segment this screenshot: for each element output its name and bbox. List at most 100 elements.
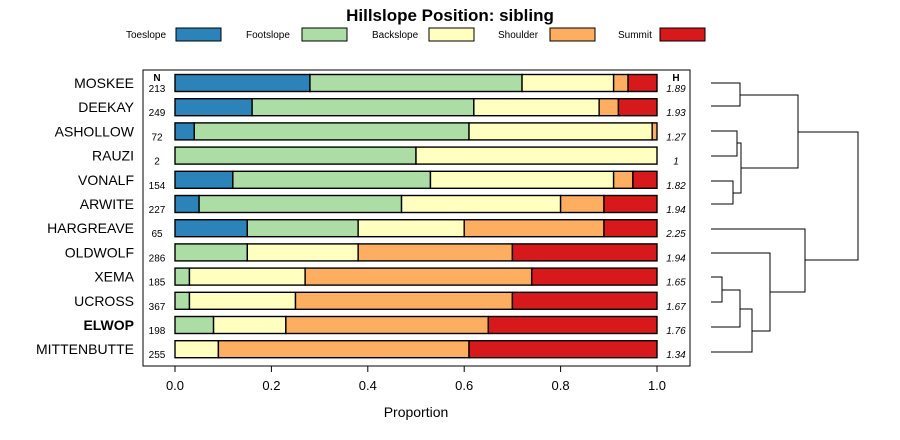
bar-segment: [429, 170, 615, 190]
bar-segment: [285, 315, 489, 335]
bar-segment: [627, 73, 658, 93]
bar-segment: [251, 97, 475, 117]
h-value: 1.82: [666, 181, 686, 192]
category-label: MOSKEE: [74, 75, 134, 91]
category-label: XEMA: [94, 269, 134, 285]
bar-segment: [174, 218, 249, 238]
bar-segment: [174, 194, 200, 214]
h-header: H: [672, 73, 679, 84]
n-header: N: [153, 73, 160, 84]
category-label: ELWOP: [83, 317, 134, 333]
bar-segment: [632, 170, 658, 190]
n-value: 198: [149, 326, 166, 337]
bar-segment: [246, 243, 359, 262]
n-value: 227: [149, 205, 166, 216]
x-axis-title: Proportion: [384, 404, 449, 420]
bar-segment: [174, 122, 195, 141]
bar-segment: [188, 291, 297, 310]
legend-label: Backslope: [372, 30, 419, 41]
category-label: MITTENBUTTE: [36, 341, 134, 357]
x-tick-label: 0.2: [262, 378, 280, 393]
bar-segment: [188, 267, 306, 286]
n-value: 367: [149, 302, 166, 313]
bar-segment: [217, 340, 470, 359]
bar-segment: [530, 267, 658, 286]
legend-label: Toeslope: [126, 30, 166, 41]
x-axis: 0.0 0.2 0.4 0.6 0.8 1.0: [166, 366, 666, 393]
n-value: 255: [149, 350, 166, 361]
x-tick-label: 0.6: [455, 378, 473, 393]
category-label: DEEKAY: [78, 99, 134, 115]
n-value: 65: [151, 229, 163, 240]
h-value: 1.27: [666, 132, 686, 143]
bar-segment: [232, 170, 432, 190]
bar-segment: [468, 340, 658, 359]
bar-segment: [511, 291, 658, 310]
bar-segment: [487, 315, 658, 335]
h-value: 1.93: [666, 108, 686, 119]
dendrogram-branch: [798, 131, 859, 261]
dendrogram-branch: [740, 94, 799, 169]
h-value: 1: [673, 157, 679, 168]
category-label: HARGREAVE: [47, 220, 134, 236]
bar-segment: [468, 122, 653, 141]
legend-swatch: [549, 27, 596, 42]
x-tick-label: 1.0: [648, 378, 666, 393]
dendrogram-branch: [711, 82, 741, 107]
n-value: 249: [149, 108, 166, 119]
legend-label: Summit: [618, 30, 652, 41]
bar-segment: [511, 243, 658, 262]
bar-segment: [559, 194, 605, 214]
category-label: ASHOLLOW: [55, 123, 135, 139]
x-tick-label: 0.0: [166, 378, 184, 393]
n-value: 2: [154, 157, 160, 168]
bar-segment: [463, 218, 605, 238]
h-value: 1.65: [666, 278, 686, 289]
bar-segment: [415, 146, 658, 165]
bar-segment: [598, 97, 620, 117]
plot-frame: [142, 69, 691, 367]
n-value: 286: [149, 253, 166, 264]
h-value: 1.94: [666, 205, 686, 216]
h-value: 1.67: [666, 302, 686, 313]
bar-segment: [617, 97, 658, 117]
category-label: ARWITE: [80, 196, 134, 212]
dendrogram-branch: [711, 289, 741, 328]
category-label: OLDWOLF: [65, 244, 134, 260]
n-value: 72: [151, 132, 163, 143]
bar-segment: [174, 146, 417, 165]
h-value: 1.76: [666, 326, 686, 337]
dendrogram-branch: [711, 228, 806, 293]
h-value: 2.25: [665, 229, 686, 240]
category-label: RAUZI: [92, 148, 134, 164]
x-tick-label: 0.4: [359, 378, 377, 393]
n-value: 213: [149, 84, 166, 95]
bar-segment: [174, 315, 215, 335]
bar-segment: [357, 243, 514, 262]
dendrogram-branch: [711, 130, 738, 157]
bar-segment: [294, 291, 514, 310]
bar-segment: [174, 170, 234, 190]
dendrogram-branch: [711, 308, 753, 353]
bars: MOSKEE 213 1.89 DEEKAY 249 1.93 ASHOLLOW 72 1.27…: [36, 73, 686, 361]
bar-segment: [304, 267, 533, 286]
legend: Toeslope Footslope Backslope Shoulder Summit: [126, 27, 706, 42]
bar-segment: [603, 194, 658, 214]
x-tick-label: 0.8: [552, 378, 570, 393]
legend-swatch: [659, 27, 706, 42]
bar-segment: [174, 97, 253, 117]
bar-segment: [198, 194, 403, 214]
h-value: 1.94: [666, 253, 686, 264]
legend-swatch: [175, 27, 222, 42]
legend-label: Shoulder: [498, 30, 539, 41]
bar-segment: [174, 291, 191, 310]
n-value: 185: [149, 278, 166, 289]
dendrogram-branch: [711, 276, 723, 303]
h-value: 1.89: [666, 84, 686, 95]
bar-segment: [174, 267, 191, 286]
bar-segment: [246, 218, 359, 238]
bar-segment: [174, 340, 220, 359]
category-label: UCROSS: [74, 293, 134, 309]
legend-swatch: [301, 27, 348, 42]
